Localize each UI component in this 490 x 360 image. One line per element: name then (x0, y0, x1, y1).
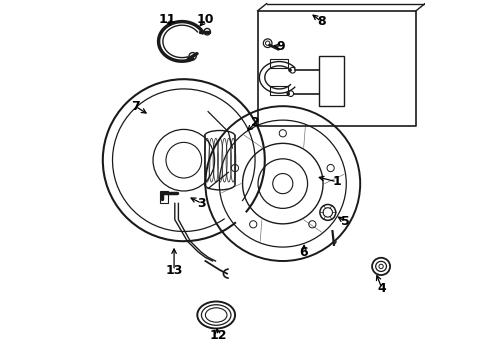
Text: 7: 7 (131, 100, 140, 113)
Text: 5: 5 (341, 215, 349, 228)
Text: 13: 13 (166, 264, 183, 277)
Text: 12: 12 (209, 329, 227, 342)
Bar (160, 191, 168, 203)
Bar (270, 59, 288, 68)
Bar (319, 56, 344, 106)
Text: 2: 2 (251, 116, 260, 129)
Text: 1: 1 (332, 175, 341, 188)
Circle shape (289, 69, 292, 72)
Text: 10: 10 (196, 13, 214, 26)
Text: 6: 6 (299, 246, 308, 258)
Text: 4: 4 (377, 282, 386, 294)
Text: 9: 9 (277, 40, 285, 53)
Circle shape (287, 92, 290, 95)
Text: 11: 11 (159, 13, 176, 26)
Text: 3: 3 (197, 197, 206, 210)
Text: 8: 8 (317, 15, 326, 28)
Bar (270, 86, 288, 95)
